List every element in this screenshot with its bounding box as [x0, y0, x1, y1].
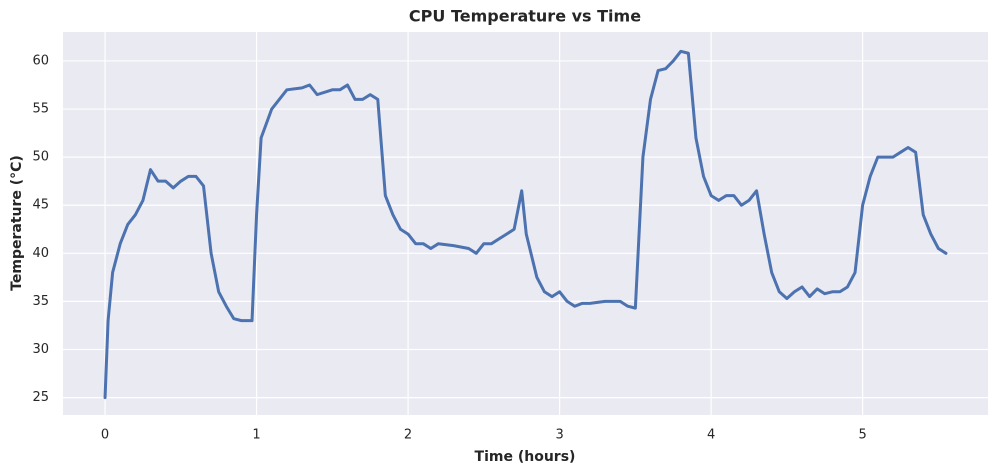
y-tick-label: 55	[32, 102, 49, 117]
y-tick-label: 60	[32, 53, 49, 68]
y-tick-label: 50	[32, 150, 49, 165]
y-axis-label: Temperature (°C)	[9, 155, 25, 291]
x-axis-label: Time (hours)	[475, 449, 576, 465]
y-tick-label: 35	[32, 294, 49, 309]
x-tick-label: 1	[252, 428, 260, 443]
x-tick-label: 4	[707, 428, 715, 443]
y-tick-label: 40	[32, 246, 49, 261]
x-tick-label: 0	[101, 428, 109, 443]
y-tick-label: 25	[32, 390, 49, 405]
y-tick-label: 45	[32, 198, 49, 213]
x-tick-label: 2	[404, 428, 412, 443]
chart-title: CPU Temperature vs Time	[409, 7, 641, 26]
y-tick-label: 30	[32, 342, 49, 357]
x-tick-label: 5	[858, 428, 866, 443]
line	[103, 49, 948, 400]
x-tick-label: 3	[555, 428, 563, 443]
